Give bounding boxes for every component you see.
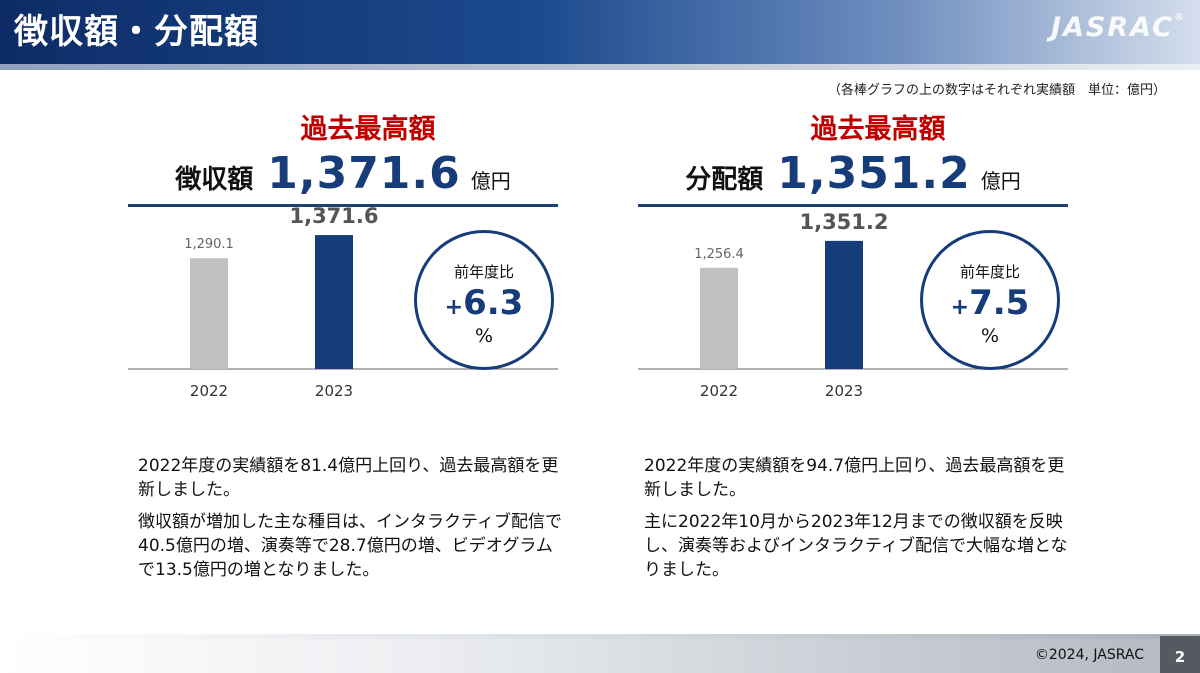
yoy-circle-collection: 前年度比 +6.3 % [414,230,554,370]
collection-detail: 徴収額が増加した主な種目は、インタラクティブ配信で40.5億円の増、演奏等で28… [138,512,562,580]
metric-value: 1,371.6 [267,148,461,199]
metric-unit: 億円 [470,169,511,193]
bar-value-label: 1,371.6 [289,207,378,228]
yoy-unit: % [474,325,494,347]
collection-summary: 2022年度の実績額を81.4億円上回り、過去最高額を更新しました。 [138,456,559,500]
logo-text: JASRAC [1050,12,1174,43]
panel-divider [128,204,558,207]
yoy-number: 7.5 [969,283,1030,323]
jasrac-logo: JASRAC® [1051,12,1186,43]
yoy-unit: % [980,325,1000,347]
distribution-detail: 主に2022年10月から2023年12月までの徴収額を反映し、演奏等およびインタ… [644,512,1068,580]
yoy-label: 前年度比 [959,263,1020,281]
collection-headline: 徴収額 1,371.6 億円 [128,148,558,200]
copyright: ©2024, JASRAC [1034,647,1144,663]
bar-2022 [700,267,738,369]
x-tick-label: 2022 [190,382,228,400]
collection-chart: 1,290.1 2022 1,371.6 2023 [128,207,558,439]
distribution-chart: 1,256.4 2022 1,351.2 2023 [638,207,1068,439]
header-divider [0,64,1200,70]
collection-panel: 過去最高額 徴収額 1,371.6 億円 1,290.1 2022 1,371.6 2… [128,112,558,439]
footer-band [0,634,1200,673]
bar-value-label: 1,290.1 [184,237,234,252]
bar-2023 [315,235,353,369]
distribution-panel: 過去最高額 分配額 1,351.2 億円 1,256.4 2022 1,351.2 2… [638,112,1068,439]
distribution-headline: 分配額 1,351.2 億円 [638,148,1068,200]
record-label: 過去最高額 [300,114,436,145]
unit-note: （各棒グラフの上の数字はそれぞれ実績額 単位：億円） [827,83,1166,98]
metric-unit: 億円 [980,169,1021,193]
panel-divider [638,204,1068,207]
page-number: 2 [1160,636,1200,673]
x-tick-label: 2023 [315,382,353,400]
metric-value: 1,351.2 [777,148,971,199]
logo-registered-mark: ® [1174,12,1186,23]
x-tick-label: 2023 [825,382,863,400]
footer-divider [0,634,1200,639]
metric-label: 分配額 [685,165,764,195]
record-label: 過去最高額 [810,114,946,145]
bar-2023 [825,240,863,369]
metric-label: 徴収額 [175,165,254,195]
distribution-bar-chart: 1,256.4 2022 1,351.2 2023 [638,210,1068,400]
yoy-sign: + [950,295,970,320]
distribution-summary: 2022年度の実績額を94.7億円上回り、過去最高額を更新しました。 [644,456,1065,500]
bar-value-label: 1,351.2 [799,210,888,234]
yoy-circle-distribution: 前年度比 +7.5 % [920,230,1060,370]
yoy-value: +7.5 [923,284,1057,327]
bar-value-label: 1,256.4 [694,247,744,262]
yoy-number: 6.3 [463,283,524,323]
page-title: 徴収額・分配額 [14,12,259,52]
yoy-value: +6.3 [417,284,551,327]
x-tick-label: 2022 [700,382,738,400]
header-bar: 徴収額・分配額 JASRAC® [0,0,1200,64]
bar-2022 [190,258,228,369]
collection-bar-chart: 1,290.1 2022 1,371.6 2023 [128,207,558,400]
yoy-sign: + [444,295,464,320]
yoy-label: 前年度比 [453,263,514,281]
